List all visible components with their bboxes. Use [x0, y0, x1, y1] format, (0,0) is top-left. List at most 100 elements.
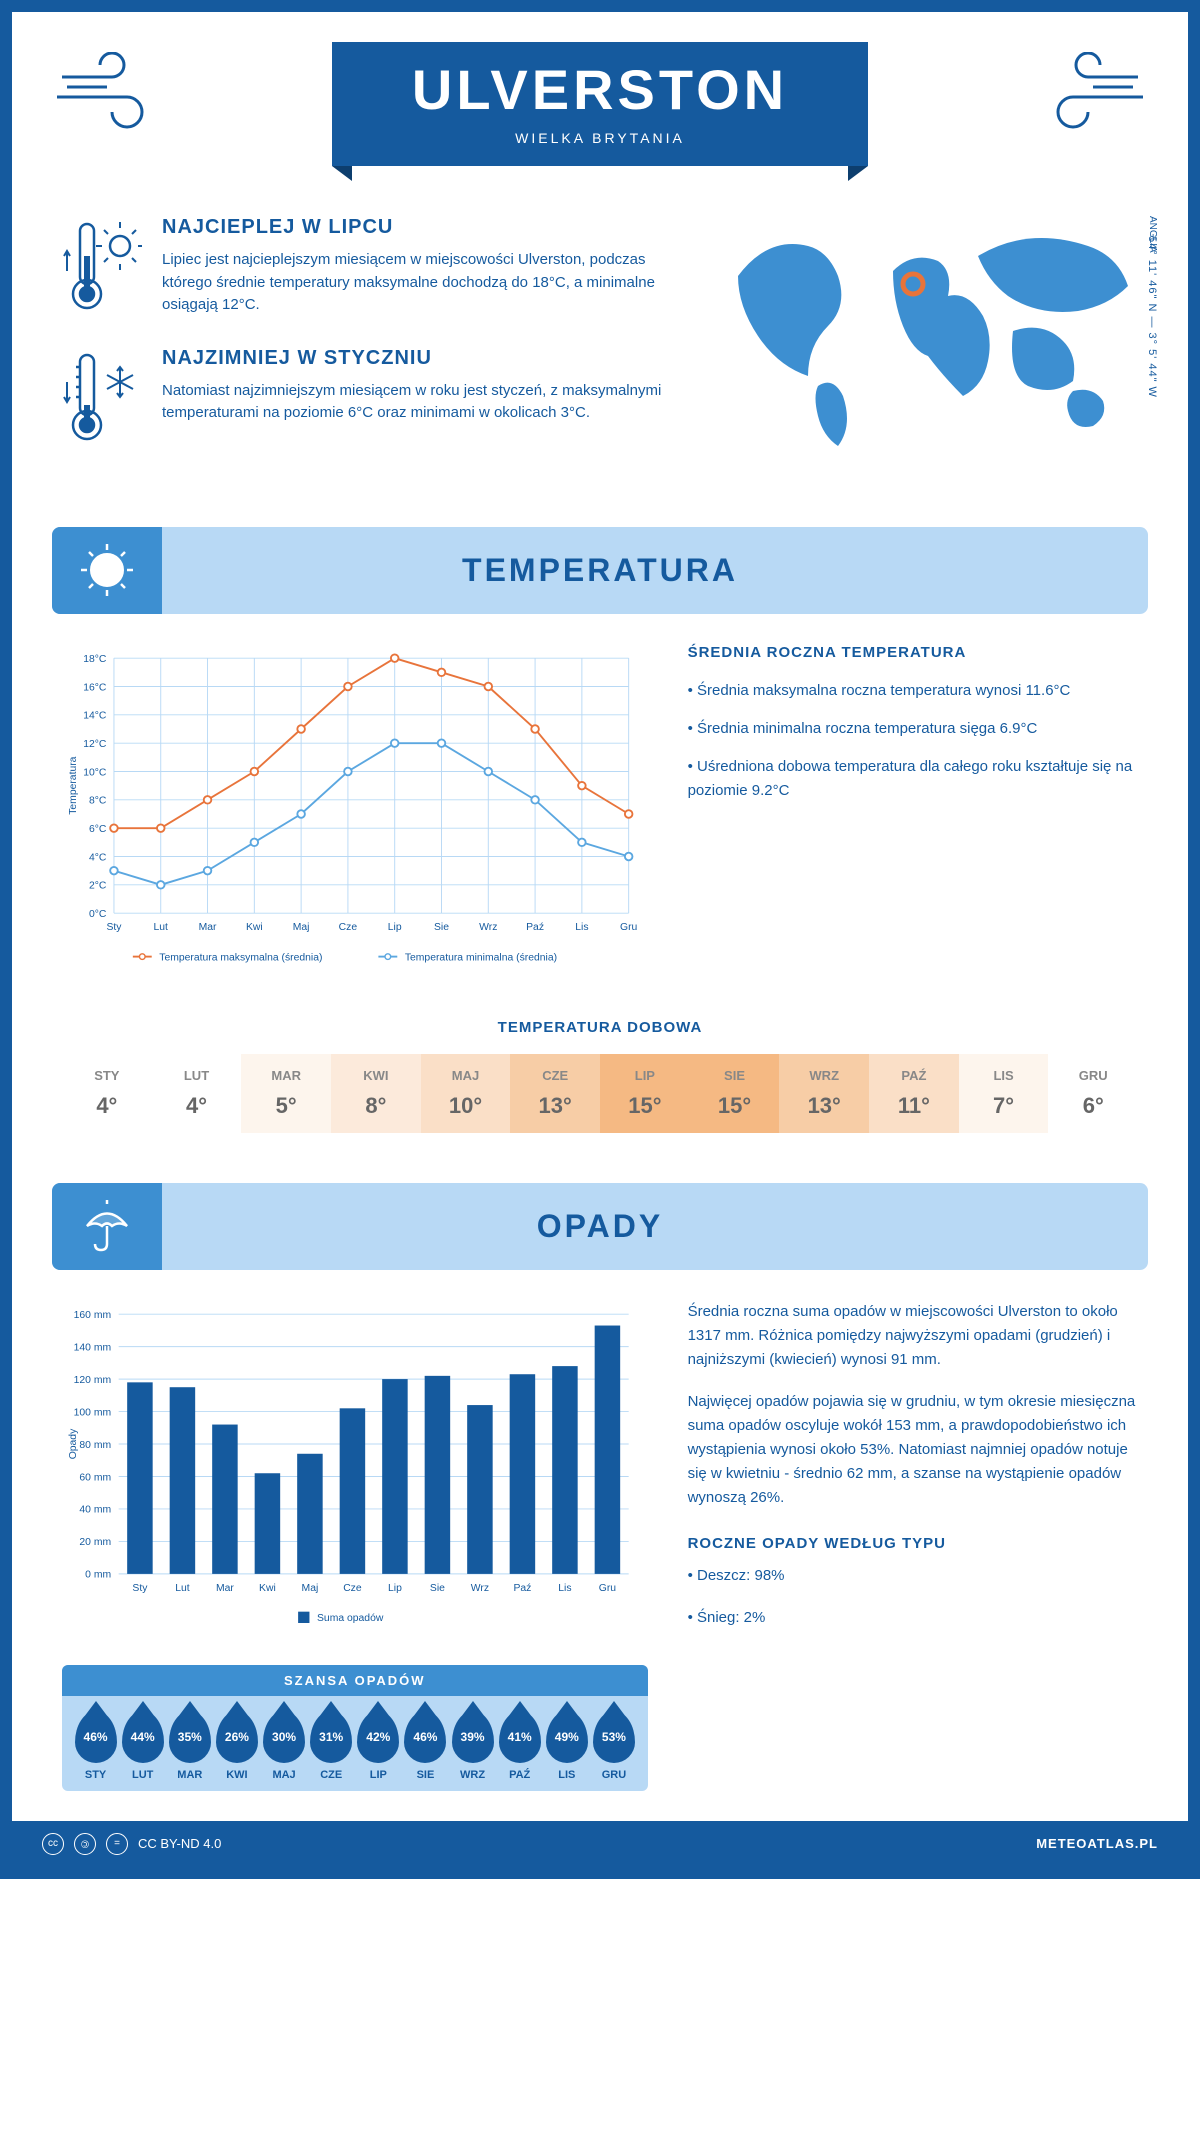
- svg-text:Lip: Lip: [388, 922, 402, 933]
- chance-cell: 49%LIS: [543, 1711, 590, 1781]
- chance-cell: 53%GRU: [590, 1711, 637, 1781]
- svg-text:16°C: 16°C: [83, 682, 107, 693]
- daily-temperature-table: TEMPERATURA DOBOWA STY4°LUT4°MAR5°KWI8°M…: [12, 1019, 1188, 1163]
- precip-type-bullet: • Deszcz: 98%: [688, 1564, 1138, 1588]
- daily-temp-title: TEMPERATURA DOBOWA: [62, 1019, 1138, 1036]
- daily-temp-cell: MAJ10°: [421, 1054, 511, 1133]
- precip-type-title: ROCZNE OPADY WEDŁUG TYPU: [688, 1535, 1138, 1552]
- svg-text:Temperatura minimalna (średnia: Temperatura minimalna (średnia): [405, 952, 557, 963]
- license-text: CC BY-ND 4.0: [138, 1836, 221, 1851]
- temp-info-title: ŚREDNIA ROCZNA TEMPERATURA: [688, 644, 1138, 661]
- daily-temp-cell: SIE15°: [690, 1054, 780, 1133]
- svg-text:Sie: Sie: [434, 922, 449, 933]
- intro-section: NAJCIEPLEJ W LIPCU Lipiec jest najcieple…: [12, 186, 1188, 507]
- hottest-block: NAJCIEPLEJ W LIPCU Lipiec jest najcieple…: [62, 216, 678, 317]
- svg-text:Lut: Lut: [154, 922, 169, 933]
- precip-info: Średnia roczna suma opadów w miejscowośc…: [688, 1300, 1138, 1791]
- svg-text:Lis: Lis: [575, 922, 588, 933]
- svg-text:Sty: Sty: [106, 922, 122, 933]
- hottest-text: Lipiec jest najcieplejszym miesiącem w m…: [162, 249, 678, 317]
- chance-cell: 42%LIP: [355, 1711, 402, 1781]
- svg-text:4°C: 4°C: [89, 852, 107, 863]
- svg-text:Paź: Paź: [513, 1582, 531, 1593]
- svg-text:0°C: 0°C: [89, 908, 107, 919]
- svg-text:Lut: Lut: [175, 1582, 190, 1593]
- daily-temp-cell: CZE13°: [510, 1054, 600, 1133]
- temperature-section-header: TEMPERATURA: [52, 527, 1148, 614]
- precip-chance-table: SZANSA OPADÓW 46%STY44%LUT35%MAR26%KWI30…: [62, 1665, 648, 1791]
- chance-cell: 30%MAJ: [261, 1711, 308, 1781]
- svg-text:Gru: Gru: [620, 922, 638, 933]
- svg-text:40 mm: 40 mm: [79, 1504, 111, 1515]
- svg-text:Cze: Cze: [343, 1582, 362, 1593]
- svg-text:Suma opadów: Suma opadów: [317, 1613, 384, 1624]
- svg-text:20 mm: 20 mm: [79, 1537, 111, 1548]
- svg-text:10°C: 10°C: [83, 767, 107, 778]
- svg-text:120 mm: 120 mm: [74, 1374, 111, 1385]
- precip-type-bullet: • Śnieg: 2%: [688, 1606, 1138, 1630]
- sun-icon: [77, 540, 137, 600]
- precip-section-header: OPADY: [52, 1183, 1148, 1270]
- temp-bullet: • Średnia maksymalna roczna temperatura …: [688, 679, 1138, 703]
- svg-text:2°C: 2°C: [89, 880, 107, 891]
- chance-cell: 31%CZE: [308, 1711, 355, 1781]
- svg-text:Lis: Lis: [558, 1582, 571, 1593]
- header: ULVERSTON WIELKA BRYTANIA: [12, 12, 1188, 186]
- hottest-title: NAJCIEPLEJ W LIPCU: [162, 216, 678, 239]
- svg-text:Paź: Paź: [526, 922, 544, 933]
- daily-temp-cell: GRU6°: [1048, 1054, 1138, 1133]
- city-name: ULVERSTON: [412, 57, 788, 122]
- daily-temp-cell: KWI8°: [331, 1054, 421, 1133]
- thermometer-cold-icon: [62, 347, 142, 447]
- daily-temp-cell: LUT4°: [152, 1054, 242, 1133]
- chance-cell: 39%WRZ: [449, 1711, 496, 1781]
- footer: cc 🄯 = CC BY-ND 4.0 METEOATLAS.PL: [12, 1821, 1188, 1867]
- svg-text:Cze: Cze: [339, 922, 358, 933]
- svg-text:Kwi: Kwi: [259, 1582, 276, 1593]
- daily-temp-cell: PAŹ11°: [869, 1054, 959, 1133]
- svg-text:18°C: 18°C: [83, 653, 107, 664]
- svg-text:Wrz: Wrz: [471, 1582, 489, 1593]
- chance-cell: 26%KWI: [213, 1711, 260, 1781]
- temperature-title: TEMPERATURA: [52, 552, 1148, 589]
- svg-text:100 mm: 100 mm: [74, 1407, 111, 1418]
- svg-text:Opady: Opady: [68, 1427, 79, 1458]
- temp-bullet: • Średnia minimalna roczna temperatura s…: [688, 717, 1138, 741]
- daily-temp-cell: MAR5°: [241, 1054, 331, 1133]
- svg-text:12°C: 12°C: [83, 738, 107, 749]
- chance-cell: 46%STY: [72, 1711, 119, 1781]
- svg-text:6°C: 6°C: [89, 823, 107, 834]
- svg-text:8°C: 8°C: [89, 795, 107, 806]
- chance-cell: 44%LUT: [119, 1711, 166, 1781]
- svg-text:Lip: Lip: [388, 1582, 402, 1593]
- wind-icon: [1028, 52, 1148, 132]
- svg-text:160 mm: 160 mm: [74, 1309, 111, 1320]
- svg-text:Maj: Maj: [302, 1582, 319, 1593]
- wind-icon: [52, 52, 172, 132]
- chance-title: SZANSA OPADÓW: [62, 1665, 648, 1696]
- coldest-text: Natomiast najzimniejszym miesiącem w rok…: [162, 380, 678, 425]
- svg-text:Mar: Mar: [199, 922, 217, 933]
- daily-temp-cell: STY4°: [62, 1054, 152, 1133]
- precip-text: Najwięcej opadów pojawia się w grudniu, …: [688, 1390, 1138, 1510]
- svg-text:Wrz: Wrz: [479, 922, 497, 933]
- svg-text:140 mm: 140 mm: [74, 1342, 111, 1353]
- svg-text:14°C: 14°C: [83, 710, 107, 721]
- coldest-title: NAJZIMNIEJ W STYCZNIU: [162, 347, 678, 370]
- cc-icon: cc: [42, 1833, 64, 1855]
- svg-text:Gru: Gru: [599, 1582, 617, 1593]
- temperature-chart: 0°C 2°C 4°C 6°C 8°C 10°C 12°C 14°C 16°C 18°C Sty Lu…: [62, 644, 648, 989]
- daily-temp-cell: LIP15°: [600, 1054, 690, 1133]
- svg-text:80 mm: 80 mm: [79, 1439, 111, 1450]
- svg-text:Sty: Sty: [132, 1582, 148, 1593]
- chance-cell: 35%MAR: [166, 1711, 213, 1781]
- svg-text:Mar: Mar: [216, 1582, 234, 1593]
- svg-text:Maj: Maj: [293, 922, 310, 933]
- temp-bullet: • Uśredniona dobowa temperatura dla całe…: [688, 755, 1138, 803]
- coldest-block: NAJZIMNIEJ W STYCZNIU Natomiast najzimni…: [62, 347, 678, 447]
- svg-text:Temperatura maksymalna (średni: Temperatura maksymalna (średnia): [159, 952, 322, 963]
- chance-cell: 46%SIE: [402, 1711, 449, 1781]
- daily-temp-cell: LIS7°: [959, 1054, 1049, 1133]
- by-icon: 🄯: [74, 1833, 96, 1855]
- svg-text:Sie: Sie: [430, 1582, 445, 1593]
